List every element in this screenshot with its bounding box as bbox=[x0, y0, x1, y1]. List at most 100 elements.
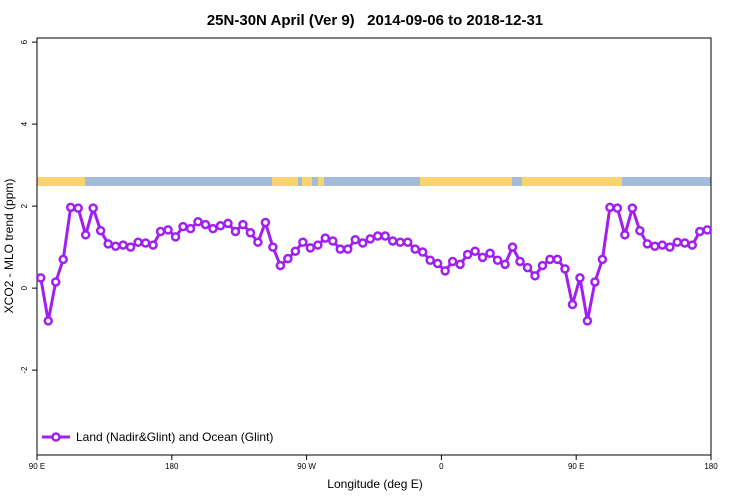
data-point bbox=[680, 238, 690, 248]
data-point bbox=[695, 226, 705, 237]
ocean-strip bbox=[37, 177, 711, 186]
data-point bbox=[425, 255, 435, 265]
data-point bbox=[253, 237, 263, 247]
data-point bbox=[290, 246, 301, 256]
data-point bbox=[620, 230, 630, 240]
data-point bbox=[170, 232, 181, 242]
data-point bbox=[530, 271, 540, 281]
data-point bbox=[552, 254, 563, 265]
x-axis-label: Longitude (deg E) bbox=[327, 477, 422, 491]
data-point bbox=[635, 225, 645, 236]
data-point bbox=[73, 203, 83, 213]
data-point bbox=[343, 244, 353, 254]
data-point bbox=[230, 226, 241, 237]
data-point bbox=[462, 249, 473, 260]
data-point bbox=[455, 259, 465, 270]
data-point bbox=[65, 202, 76, 213]
data-point bbox=[575, 273, 585, 283]
data-point bbox=[582, 316, 593, 326]
data-point bbox=[80, 230, 91, 240]
data-point bbox=[380, 231, 390, 241]
data-point bbox=[515, 256, 525, 267]
data-point bbox=[417, 247, 428, 257]
land-strip bbox=[302, 177, 312, 186]
data-point bbox=[597, 254, 608, 265]
data-point bbox=[328, 236, 338, 246]
data-point bbox=[275, 260, 286, 271]
data-point bbox=[298, 237, 308, 247]
data-point bbox=[245, 228, 256, 238]
series bbox=[35, 202, 713, 326]
data-point bbox=[537, 260, 548, 271]
data-point bbox=[395, 237, 405, 247]
data-point bbox=[545, 254, 555, 265]
data-point bbox=[567, 299, 578, 310]
data-point bbox=[702, 225, 713, 235]
data-point bbox=[215, 221, 226, 231]
data-point bbox=[560, 264, 570, 274]
data-point bbox=[133, 237, 143, 247]
data-point bbox=[627, 203, 638, 213]
data-point bbox=[103, 239, 113, 249]
data-point bbox=[268, 242, 278, 252]
data-point bbox=[155, 226, 166, 237]
data-point bbox=[58, 254, 68, 265]
legend-marker bbox=[51, 432, 61, 442]
land-strip bbox=[522, 177, 622, 186]
data-point bbox=[440, 266, 450, 276]
y-tick-label: 4 bbox=[20, 121, 29, 126]
data-point bbox=[432, 258, 443, 269]
data-point bbox=[320, 233, 331, 243]
data-point bbox=[522, 262, 533, 273]
data-point bbox=[350, 234, 361, 245]
data-point bbox=[200, 219, 211, 230]
land-ocean-strip bbox=[37, 177, 711, 186]
data-point bbox=[590, 277, 600, 287]
data-point bbox=[642, 239, 653, 249]
data-point bbox=[125, 242, 136, 252]
y-tick-label: -2 bbox=[20, 366, 29, 374]
data-point bbox=[365, 234, 376, 244]
data-point bbox=[500, 259, 510, 270]
land-strip bbox=[420, 177, 512, 186]
data-point bbox=[492, 255, 503, 265]
x-tick-label: 90 W bbox=[297, 462, 316, 471]
data-point bbox=[387, 236, 398, 246]
data-point bbox=[477, 252, 488, 263]
data-point bbox=[88, 203, 98, 213]
data-point bbox=[687, 240, 698, 250]
data-point bbox=[650, 241, 660, 252]
data-point bbox=[507, 242, 518, 252]
land-strip bbox=[318, 177, 324, 186]
data-point bbox=[372, 231, 383, 241]
data-point bbox=[672, 237, 683, 247]
y-tick-label: 6 bbox=[20, 39, 29, 44]
data-point bbox=[612, 203, 623, 213]
data-point bbox=[238, 219, 248, 230]
data-point bbox=[313, 240, 323, 250]
y-axis-label: XCO2 - MLO trend (ppm) bbox=[2, 179, 16, 314]
y-tick-label: 0 bbox=[20, 285, 29, 290]
x-tick-label: 180 bbox=[704, 462, 718, 471]
data-point bbox=[305, 243, 316, 253]
data-point bbox=[208, 223, 218, 234]
data-point bbox=[410, 244, 420, 254]
data-point bbox=[223, 218, 233, 229]
plot-frame bbox=[36, 37, 712, 456]
data-point bbox=[260, 217, 271, 228]
x-tick-label: 90 E bbox=[568, 462, 584, 471]
y-tick-label: 2 bbox=[20, 203, 29, 208]
data-point bbox=[358, 238, 368, 248]
data-point bbox=[110, 241, 121, 252]
data-point bbox=[43, 316, 53, 326]
data-point bbox=[447, 256, 458, 267]
data-point bbox=[665, 242, 675, 252]
data-point bbox=[470, 246, 480, 256]
data-point bbox=[95, 225, 106, 236]
data-point bbox=[402, 237, 413, 247]
chart-title: 25N-30N April (Ver 9) 2014-09-06 to 2018… bbox=[207, 12, 543, 29]
data-point bbox=[657, 240, 668, 250]
data-point bbox=[185, 223, 196, 234]
